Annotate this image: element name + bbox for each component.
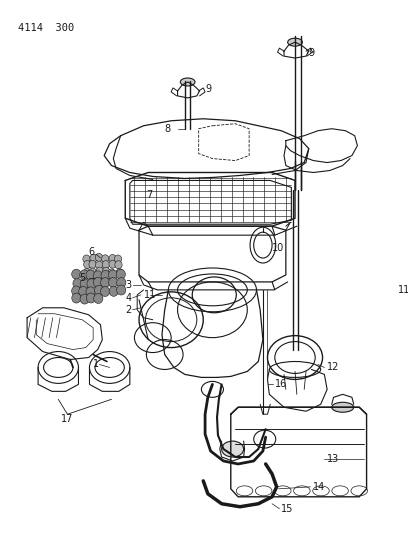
Circle shape <box>80 270 89 280</box>
Ellipse shape <box>332 402 354 412</box>
Text: 9: 9 <box>309 48 315 58</box>
Circle shape <box>93 271 102 281</box>
Circle shape <box>83 269 90 277</box>
Ellipse shape <box>288 38 302 46</box>
Circle shape <box>115 261 122 269</box>
Text: 13: 13 <box>327 454 339 464</box>
Text: 14: 14 <box>313 482 326 492</box>
Circle shape <box>79 287 88 296</box>
Circle shape <box>80 294 89 304</box>
Circle shape <box>93 277 102 287</box>
Circle shape <box>86 287 95 297</box>
Circle shape <box>102 255 109 263</box>
Text: 3: 3 <box>125 280 131 290</box>
Text: 15: 15 <box>281 504 294 514</box>
Text: 8: 8 <box>165 124 171 134</box>
Circle shape <box>89 261 96 268</box>
Text: 12: 12 <box>327 362 339 373</box>
Text: 4: 4 <box>125 293 131 303</box>
Circle shape <box>100 287 110 296</box>
Circle shape <box>73 278 82 288</box>
Circle shape <box>109 260 116 268</box>
Text: 11: 11 <box>398 285 408 295</box>
Text: 11: 11 <box>144 290 156 300</box>
Circle shape <box>100 278 110 287</box>
Circle shape <box>102 261 109 269</box>
Circle shape <box>90 254 97 262</box>
Circle shape <box>109 286 118 296</box>
Circle shape <box>84 261 91 269</box>
Circle shape <box>95 253 102 261</box>
Text: 4114  300: 4114 300 <box>18 23 74 33</box>
Circle shape <box>109 254 116 262</box>
Text: 2: 2 <box>125 305 131 315</box>
Circle shape <box>117 285 126 295</box>
Circle shape <box>101 270 110 280</box>
Circle shape <box>86 293 95 303</box>
Circle shape <box>89 268 96 276</box>
Circle shape <box>95 261 103 269</box>
Circle shape <box>96 267 103 275</box>
Circle shape <box>72 293 81 303</box>
Circle shape <box>108 269 115 277</box>
Text: 10: 10 <box>272 243 284 253</box>
Text: 5: 5 <box>80 273 86 283</box>
Text: 1: 1 <box>93 359 99 369</box>
Circle shape <box>116 269 125 279</box>
Text: 17: 17 <box>61 414 73 424</box>
Circle shape <box>94 294 103 303</box>
Circle shape <box>109 278 118 287</box>
Circle shape <box>95 285 104 295</box>
Ellipse shape <box>180 78 195 86</box>
Text: 16: 16 <box>275 379 287 390</box>
Circle shape <box>83 255 90 263</box>
Ellipse shape <box>222 441 244 457</box>
Circle shape <box>102 268 110 276</box>
Circle shape <box>72 286 81 296</box>
Text: 9: 9 <box>205 84 211 94</box>
Circle shape <box>80 279 89 289</box>
Circle shape <box>109 270 118 280</box>
Circle shape <box>116 269 123 277</box>
Circle shape <box>86 270 95 280</box>
Text: 6: 6 <box>89 247 95 257</box>
Circle shape <box>117 278 126 288</box>
Text: 7: 7 <box>146 190 153 200</box>
Circle shape <box>72 269 81 279</box>
Circle shape <box>87 279 96 289</box>
Circle shape <box>114 255 122 263</box>
